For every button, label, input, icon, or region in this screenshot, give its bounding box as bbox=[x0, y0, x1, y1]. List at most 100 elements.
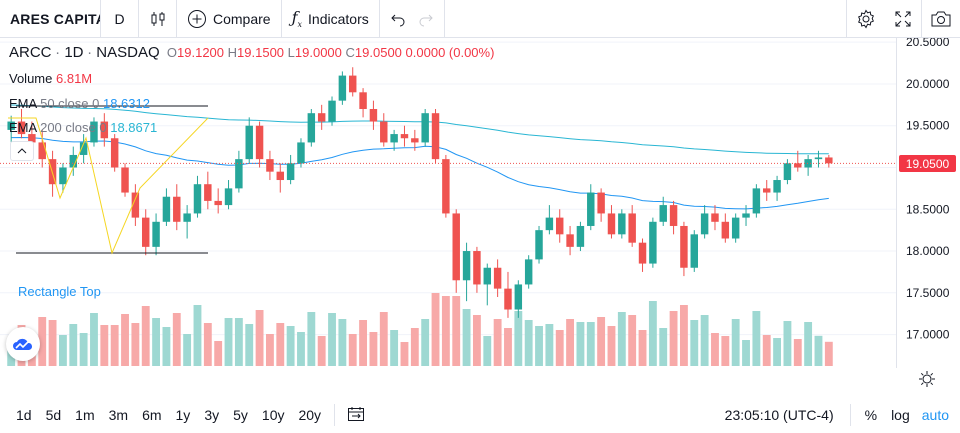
candle-body bbox=[400, 134, 409, 139]
range-3y[interactable]: 3y bbox=[204, 407, 220, 423]
candle-body bbox=[266, 159, 274, 172]
price-tick-label: 19.5000 bbox=[906, 119, 950, 133]
volume-bar bbox=[48, 320, 57, 366]
volume-bar bbox=[379, 312, 388, 366]
candle-body bbox=[597, 192, 605, 214]
rectangle-top-label[interactable]: Rectangle Top bbox=[18, 284, 101, 299]
settings-button[interactable] bbox=[846, 0, 884, 38]
chart-pane[interactable]: 20.5000 20.0000 19.5000 19.0000 18.5000 18.00… bbox=[0, 38, 960, 368]
legend-symbol[interactable]: ARCC bbox=[9, 44, 52, 61]
bottom-toolbar: 1d 5d 1m 3m 6m 1y 3y 5y 10y 20y 23:05:10 (UTC-4) … bbox=[0, 397, 960, 433]
candle-body bbox=[183, 213, 191, 222]
candle-body bbox=[773, 180, 781, 193]
volume-bar bbox=[721, 336, 730, 366]
volume-bar bbox=[214, 341, 223, 366]
separator bbox=[849, 404, 851, 426]
volume-bar bbox=[348, 334, 357, 366]
volume-bar bbox=[359, 320, 368, 366]
candle-body bbox=[141, 217, 150, 247]
range-10y[interactable]: 10y bbox=[261, 407, 285, 423]
volume-bar bbox=[555, 330, 564, 366]
candle-body bbox=[348, 75, 357, 93]
clock[interactable]: 23:05:10 (UTC-4) bbox=[724, 407, 834, 423]
price-tick-label: 17.0000 bbox=[906, 328, 950, 342]
settings-sun-icon bbox=[919, 371, 935, 387]
volume-bar bbox=[545, 324, 554, 366]
candle-body bbox=[607, 213, 616, 235]
candle-body bbox=[483, 267, 492, 285]
candle-body bbox=[628, 213, 636, 243]
legend-dot: · bbox=[87, 44, 97, 61]
axis-settings-button[interactable] bbox=[918, 370, 936, 393]
range-1d[interactable]: 1d bbox=[16, 407, 32, 423]
candle-body bbox=[110, 138, 119, 168]
volume-bar bbox=[566, 319, 575, 366]
candle-body bbox=[38, 142, 46, 160]
candle-body bbox=[649, 221, 657, 264]
candle-body bbox=[286, 163, 295, 181]
undo-icon[interactable] bbox=[390, 11, 406, 27]
volume-bar bbox=[265, 334, 274, 366]
collapse-legend-button[interactable] bbox=[10, 141, 34, 161]
range-6m[interactable]: 6m bbox=[142, 407, 162, 423]
range-1m[interactable]: 1m bbox=[75, 407, 95, 423]
range-3m[interactable]: 3m bbox=[108, 407, 129, 423]
volume-bar bbox=[638, 330, 647, 366]
range-5d[interactable]: 5d bbox=[45, 407, 62, 423]
volume-bar bbox=[483, 336, 492, 366]
candle-body bbox=[59, 167, 67, 185]
ema50-label: EMA bbox=[9, 96, 37, 111]
candle-body bbox=[825, 157, 833, 164]
chart-type-button[interactable] bbox=[139, 0, 177, 38]
goto-date-button[interactable] bbox=[341, 406, 371, 425]
volume-bar bbox=[472, 315, 481, 366]
legend-ema200[interactable]: EMA 200 close 0 18.8671 bbox=[9, 120, 157, 135]
interval-selector[interactable]: D bbox=[101, 0, 139, 38]
compare-button[interactable]: Compare bbox=[177, 0, 282, 38]
candle-body bbox=[69, 154, 78, 168]
indicators-button[interactable]: ƒx Indicators bbox=[282, 0, 380, 38]
legend-low: 19.0000 bbox=[294, 45, 342, 60]
tradingview-logo[interactable] bbox=[6, 327, 40, 361]
volume-bar bbox=[69, 324, 78, 366]
candle-body bbox=[814, 157, 823, 160]
log-toggle[interactable]: log bbox=[891, 407, 910, 423]
range-5y[interactable]: 5y bbox=[233, 407, 248, 423]
volume-bar bbox=[131, 323, 140, 366]
volume-bar bbox=[441, 296, 450, 366]
bottom-right-group: 23:05:10 (UTC-4) % log auto bbox=[725, 404, 960, 426]
snapshot-button[interactable] bbox=[922, 0, 960, 38]
price-tick-label: 18.0000 bbox=[906, 244, 950, 258]
legend-volume[interactable]: Volume 6.81M bbox=[9, 71, 92, 86]
range-20y[interactable]: 20y bbox=[298, 407, 322, 423]
fullscreen-button[interactable] bbox=[884, 0, 922, 38]
candle-body bbox=[79, 142, 88, 155]
range-1y[interactable]: 1y bbox=[175, 407, 191, 423]
volume-value: 6.81M bbox=[56, 71, 93, 86]
candle-body bbox=[411, 138, 419, 143]
legend-open-label: O bbox=[163, 45, 178, 60]
volume-bar bbox=[410, 328, 419, 366]
volume-bar bbox=[328, 313, 336, 366]
ema50-value: 18.6312 bbox=[102, 96, 150, 111]
candle-body bbox=[493, 267, 502, 289]
candle-body bbox=[100, 121, 109, 139]
fullscreen-icon bbox=[895, 11, 910, 26]
candle-body bbox=[514, 284, 523, 310]
volume-bar bbox=[38, 317, 47, 366]
candle-body bbox=[618, 213, 626, 235]
price-tick-label: 20.0000 bbox=[906, 77, 950, 91]
auto-toggle[interactable]: auto bbox=[921, 407, 949, 423]
candle-body bbox=[452, 213, 460, 281]
volume-bar bbox=[617, 312, 626, 366]
gear-icon bbox=[857, 9, 874, 28]
price-chart[interactable]: 20.5000 20.0000 19.5000 19.0000 18.5000 18.00… bbox=[0, 38, 960, 368]
ema50-line bbox=[11, 136, 829, 210]
symbol-search[interactable]: ARES CAPITAL bbox=[0, 0, 101, 38]
legend-ema50[interactable]: EMA 50 close 0 18.6312 bbox=[9, 96, 150, 111]
percent-toggle[interactable]: % bbox=[864, 407, 878, 423]
undo-redo-group bbox=[380, 0, 445, 38]
candle-body bbox=[680, 225, 688, 268]
redo-icon[interactable] bbox=[418, 11, 434, 27]
legend-low-label: L bbox=[287, 45, 295, 60]
